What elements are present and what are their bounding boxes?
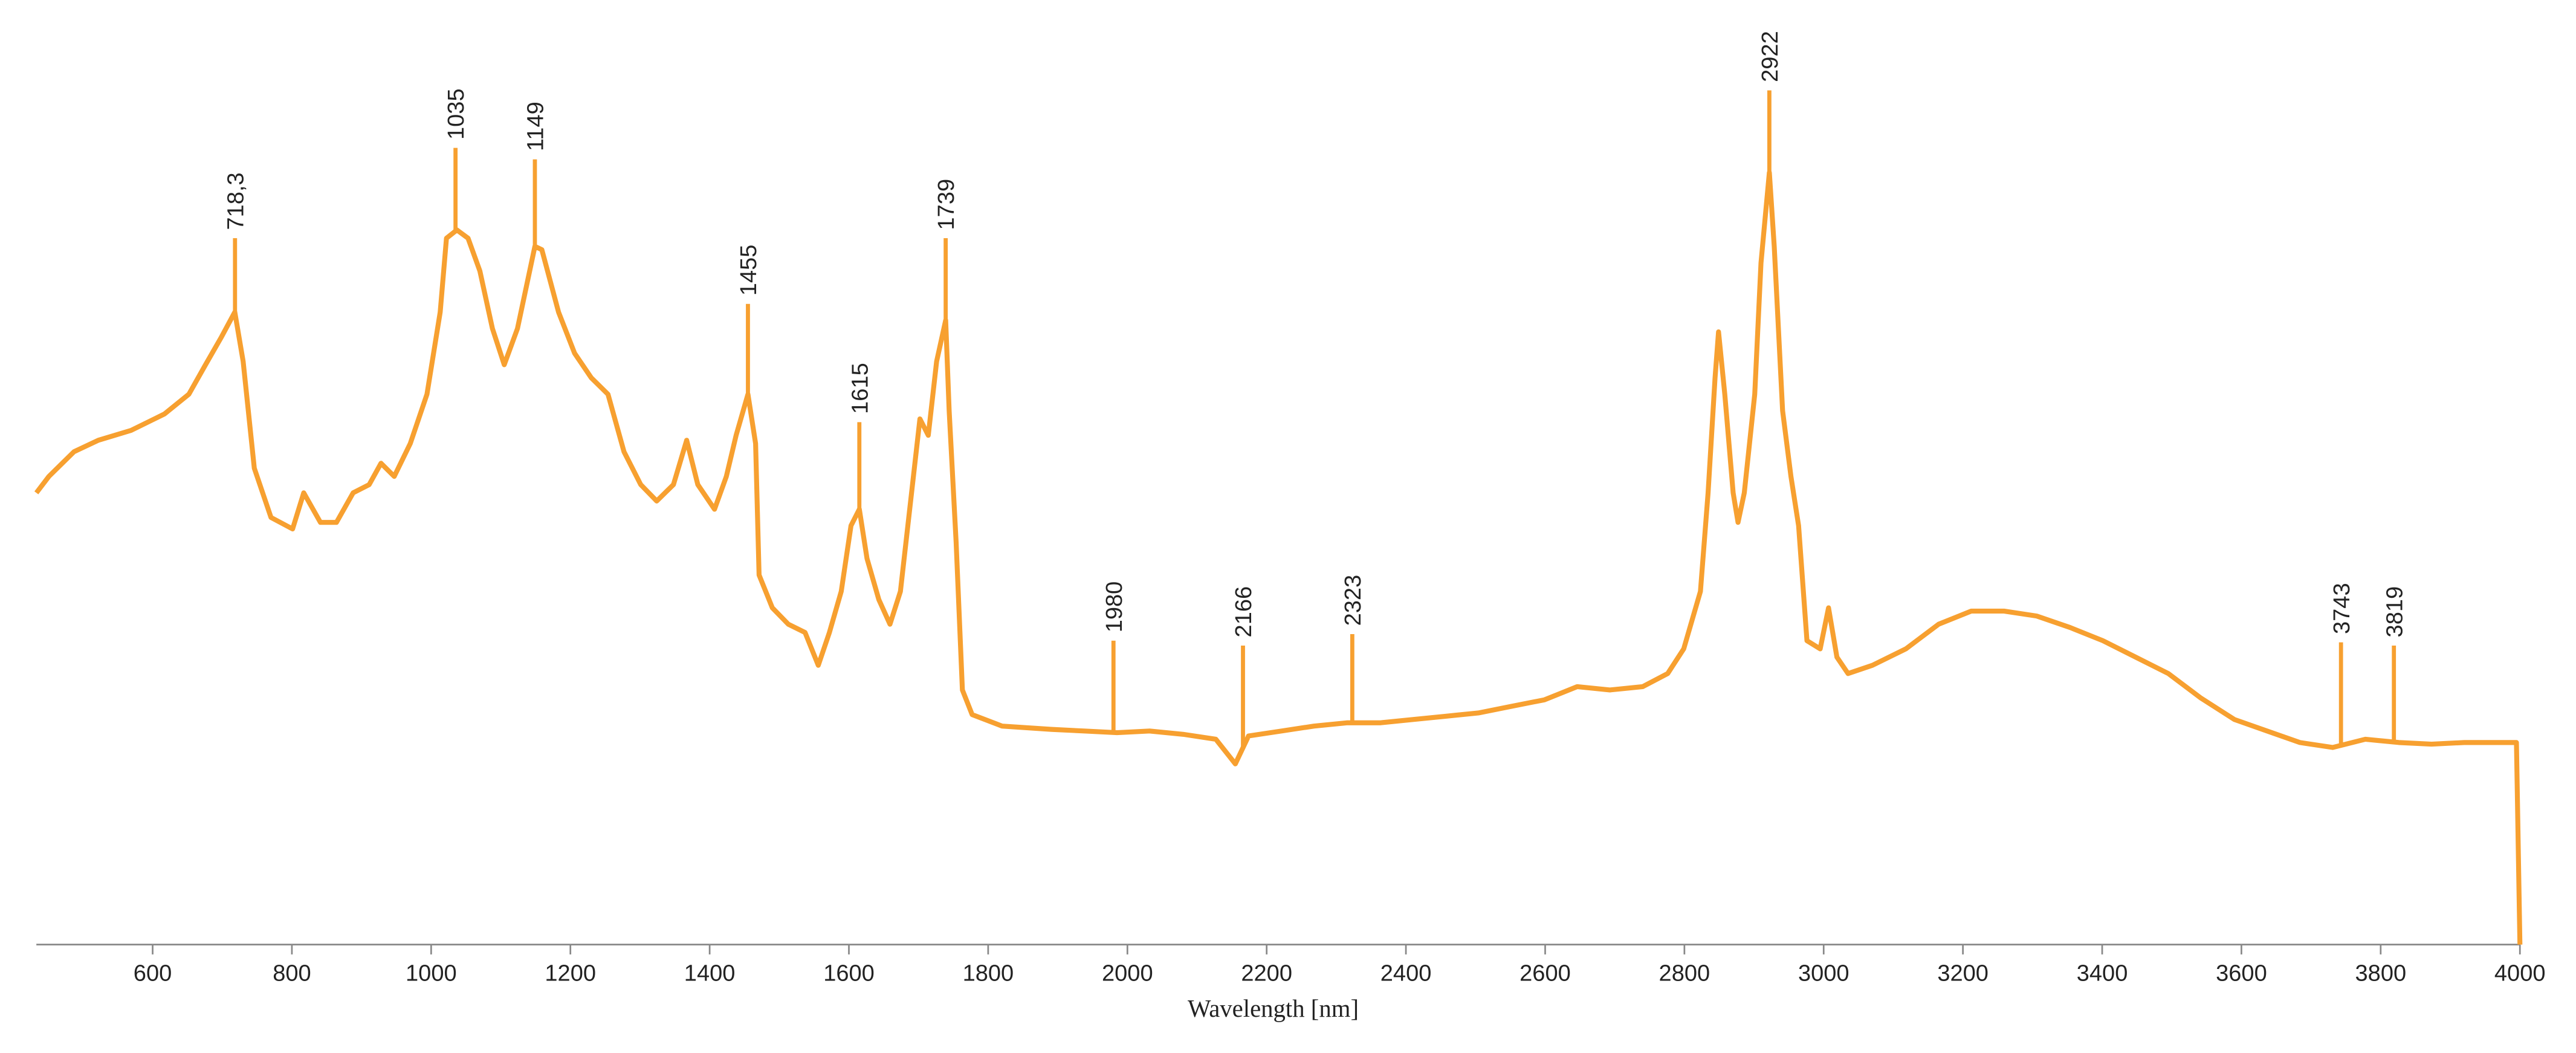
x-tick-label: 2600 (1519, 961, 1571, 986)
x-tick-label: 1400 (684, 961, 736, 986)
x-tick-label: 1800 (963, 961, 1014, 986)
x-tick-label: 1000 (406, 961, 457, 986)
x-tick-label: 3600 (2216, 961, 2267, 986)
x-axis-label: Wavelength [nm] (1188, 995, 1359, 1022)
peak-label: 718,3 (223, 172, 248, 230)
peak-label: 2922 (1758, 31, 1783, 82)
peak-label: 1615 (847, 363, 873, 414)
x-tick-label: 4000 (2494, 961, 2546, 986)
peak-label: 1455 (736, 245, 762, 296)
x-tick-label: 2800 (1659, 961, 1710, 986)
peak-label: 1035 (444, 88, 469, 140)
peak-label: 1739 (934, 179, 959, 230)
peak-label: 3819 (2382, 586, 2407, 638)
x-tick-label: 2200 (1241, 961, 1292, 986)
peak-label: 2323 (1341, 575, 1366, 626)
x-tick-label: 2000 (1102, 961, 1153, 986)
x-tick-label: 3800 (2355, 961, 2407, 986)
x-tick-label: 3200 (1937, 961, 1989, 986)
peak-label: 1149 (523, 102, 549, 151)
x-tick-label: 1200 (545, 961, 596, 986)
x-tick-label: 1600 (823, 961, 875, 986)
spectrum-line (34, 170, 2523, 945)
x-tick-label: 2400 (1380, 961, 1432, 986)
x-tick-label: 3400 (2077, 961, 2128, 986)
x-tick-label: 600 (134, 961, 172, 986)
peak-label: 1980 (1102, 582, 1127, 633)
x-tick-label: 3000 (1798, 961, 1849, 986)
x-tick-label: 800 (273, 961, 311, 986)
peak-label: 2166 (1231, 586, 1257, 638)
peak-label: 3743 (2329, 583, 2355, 634)
